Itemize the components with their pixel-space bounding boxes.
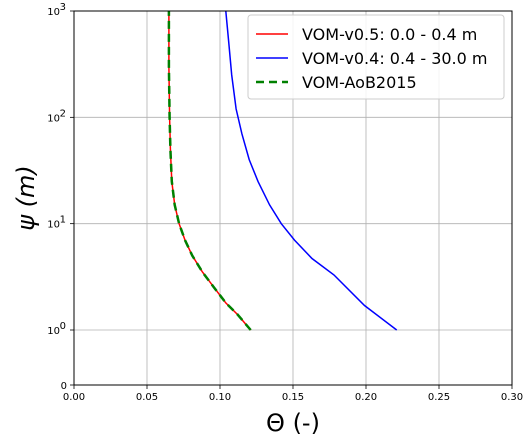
y-tick-label: 10 [47,326,60,337]
series-group [167,10,398,331]
x-tick-label: 0.05 [136,392,158,403]
x-tick-label: 0.10 [209,392,231,403]
series-line-3 [167,11,252,331]
x-tick-label: 0.25 [428,392,450,403]
legend-label-2: VOM-v0.4: 0.4 - 30.0 m [302,49,487,68]
y-axis-label: ψ (m) [12,165,40,231]
legend: VOM-v0.5: 0.0 - 0.4 m VOM-v0.4: 0.4 - 30.… [247,14,505,100]
y-tick-label: 0 [61,381,67,392]
y-tick-label: 10 [47,113,60,124]
legend-label-3: VOM-AoB2015 [302,73,417,92]
x-tick-label: 0.15 [282,392,304,403]
y-tick-label: 10 [47,7,60,18]
legend-box [247,14,505,100]
y-tick-exponent: 1 [60,215,66,226]
x-tick-label: 0.20 [355,392,377,403]
series-line-2 [225,10,398,331]
legend-label-1: VOM-v0.5: 0.0 - 0.4 m [302,25,477,44]
y-tick-exponent: 0 [60,321,66,332]
y-tick-exponent: 3 [60,2,66,13]
x-axis-label: Θ (-) [266,409,320,437]
x-tick-label: 0.30 [501,392,523,403]
y-tick-label: 10 [47,220,60,231]
x-tick-label: 0.00 [63,392,85,403]
y-tick-exponent: 2 [60,108,66,119]
